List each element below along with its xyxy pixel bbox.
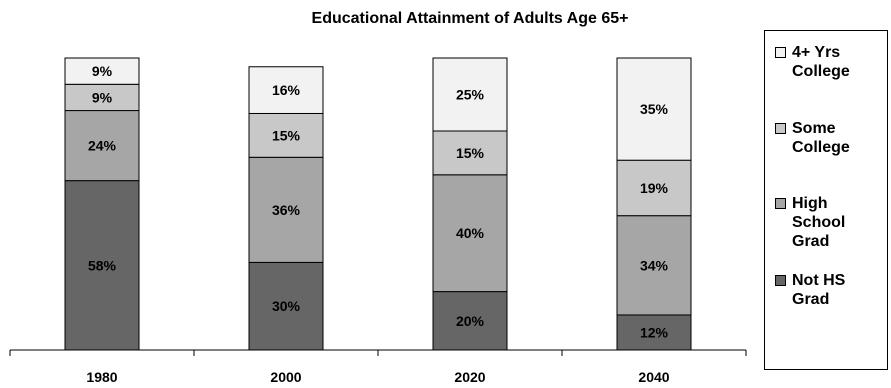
legend-item-high-school-grad: High School Grad	[775, 194, 845, 251]
legend-label-high-school-grad: High School Grad	[792, 195, 846, 250]
data-label: 40%	[456, 225, 485, 241]
legend-label-some-college: Some College	[792, 120, 850, 156]
bar-segment-1980-high-school-grad	[64, 110, 140, 182]
bar-segment-1980-4-yrs-college	[64, 57, 140, 85]
data-label: 16%	[272, 82, 301, 98]
chart-title: Educational Attainment of Adults Age 65+	[311, 10, 629, 27]
data-label: 30%	[272, 298, 301, 314]
x-tick-label: 1980	[86, 369, 117, 385]
data-label: 25%	[456, 87, 485, 103]
x-tick-label: 2000	[270, 369, 301, 385]
legend-label-not-hs-grad: Not HS Grad	[792, 272, 846, 308]
legend: 4+ Yrs College Some College High School …	[764, 30, 888, 370]
bar-segment-2020-some-college	[432, 130, 508, 176]
data-label: 15%	[272, 127, 301, 143]
bar-segment-2040-some-college	[616, 159, 692, 217]
x-tick-label: 2020	[454, 369, 485, 385]
bar-segment-2040-not-hs-grad	[616, 314, 692, 351]
data-label: 12%	[640, 324, 669, 340]
data-label: 34%	[640, 257, 669, 273]
data-label: 9%	[92, 89, 113, 105]
data-label: 58%	[88, 257, 117, 273]
x-tick-label: 2040	[638, 369, 669, 385]
data-label: 19%	[640, 180, 669, 196]
bar-segment-2040-high-school-grad	[616, 215, 692, 316]
legend-label-4plus-college: 4+ Yrs College	[792, 44, 850, 80]
data-label: 9%	[92, 63, 113, 79]
data-label: 20%	[456, 313, 485, 329]
bar-segment-2000-4-yrs-college	[248, 66, 324, 114]
legend-swatch-not-hs-grad	[775, 275, 786, 286]
bar-segment-2040-4-yrs-college	[616, 57, 692, 161]
bar-segment-2020-not-hs-grad	[432, 291, 508, 351]
data-label: 24%	[88, 138, 117, 154]
legend-item-some-college: Some College	[775, 119, 850, 157]
legend-swatch-4plus-college	[775, 47, 786, 58]
legend-swatch-high-school-grad	[775, 198, 786, 209]
bar-segment-2020-4-yrs-college	[432, 57, 508, 132]
legend-item-4plus-college: 4+ Yrs College	[775, 43, 850, 81]
data-label: 35%	[640, 101, 669, 117]
legend-swatch-some-college	[775, 123, 786, 134]
data-label: 36%	[272, 202, 301, 218]
legend-item-not-hs-grad: Not HS Grad	[775, 271, 845, 309]
bar-segment-1980-not-hs-grad	[64, 180, 140, 351]
data-label: 15%	[456, 145, 485, 161]
bar-segment-2000-some-college	[248, 112, 324, 158]
bar-segment-2000-high-school-grad	[248, 156, 324, 263]
